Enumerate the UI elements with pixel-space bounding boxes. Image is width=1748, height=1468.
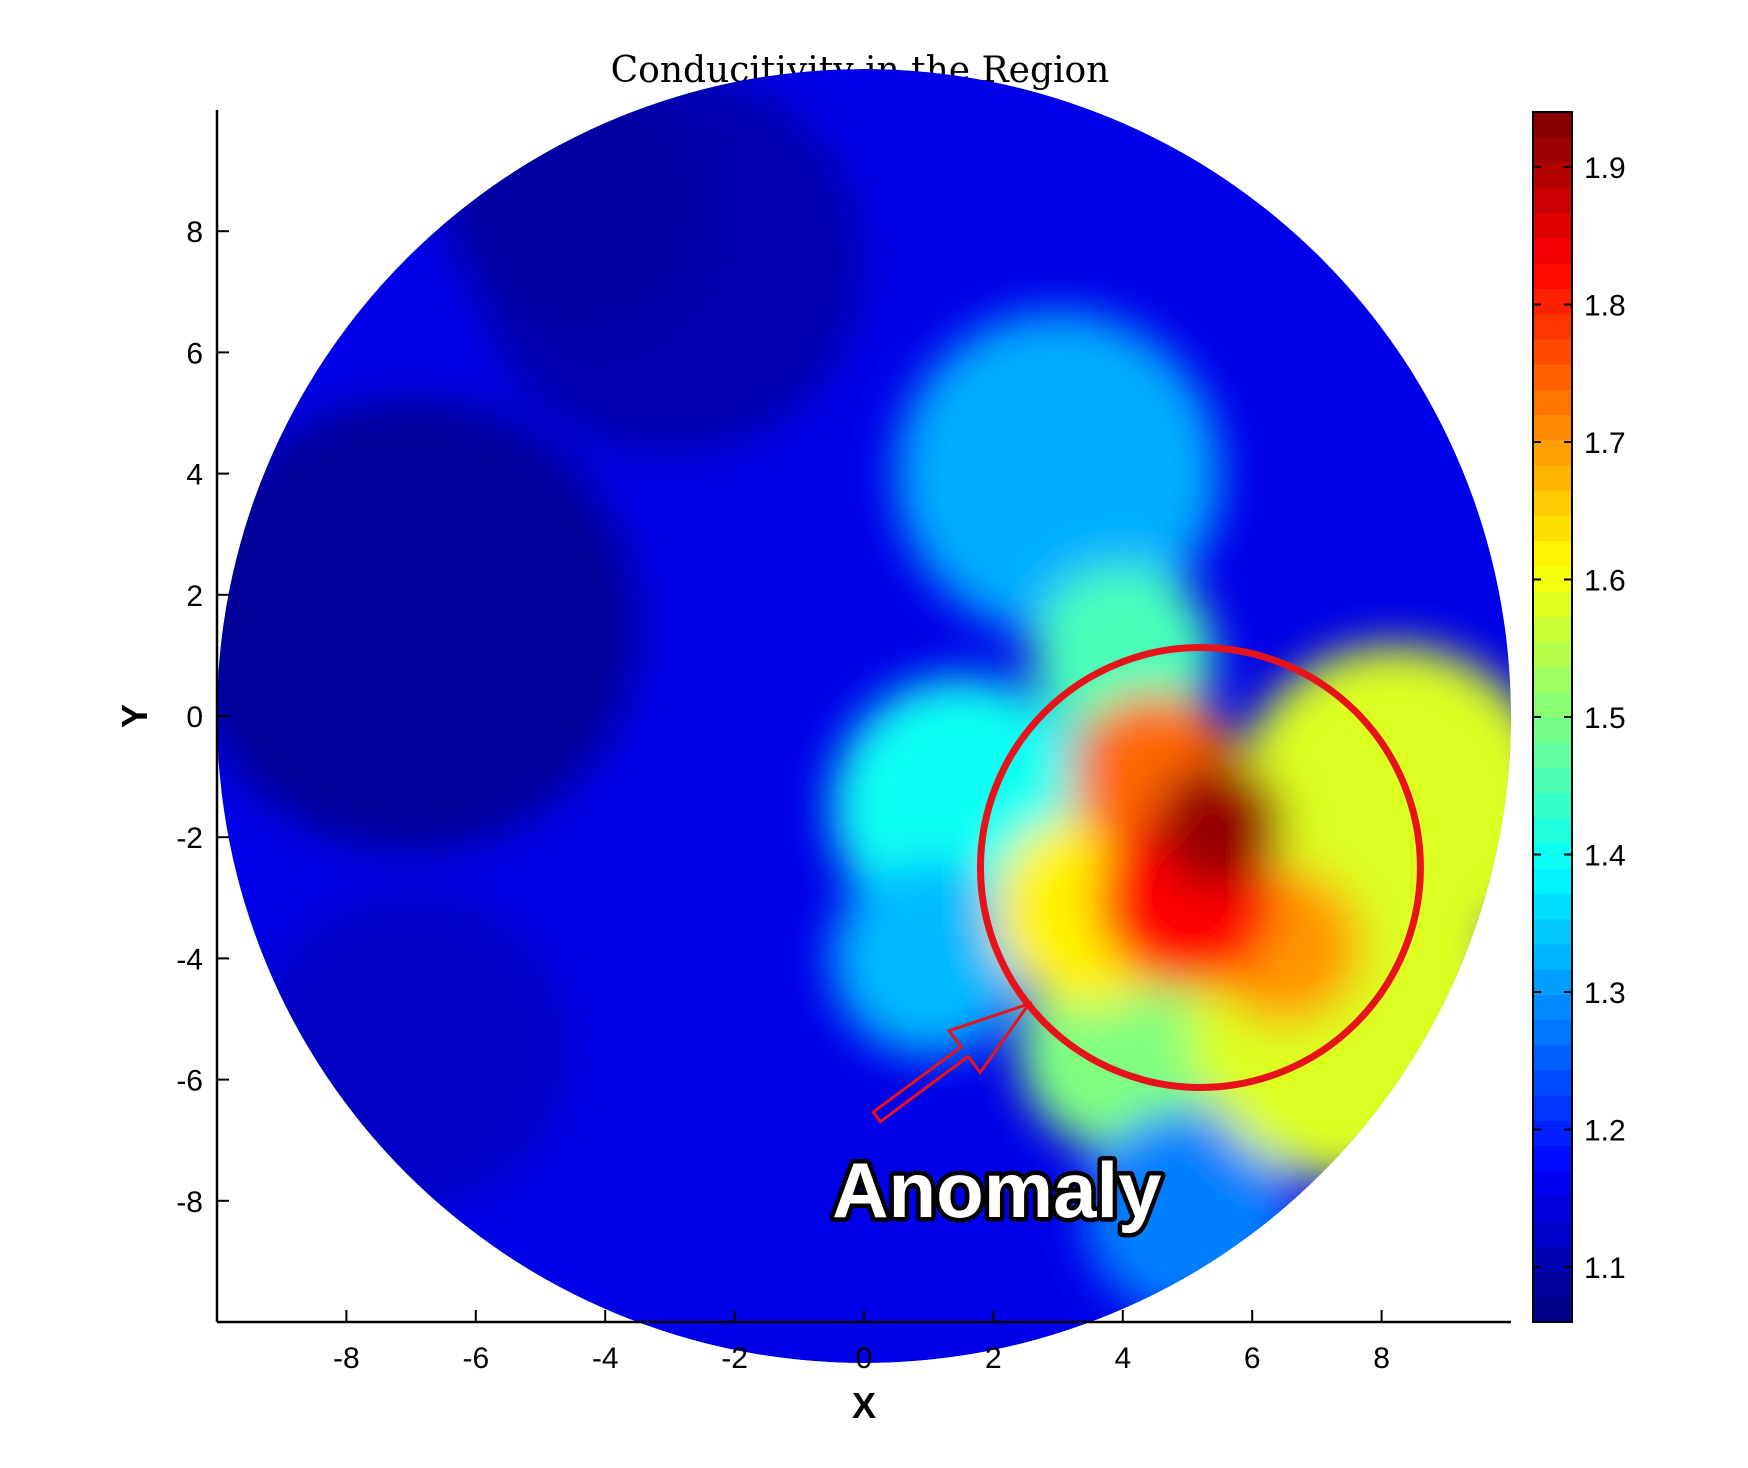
x-tick-label: 4 — [1114, 1342, 1131, 1375]
colorbar-tick-label: 1.7 — [1584, 427, 1626, 460]
x-tick-label: 0 — [856, 1342, 873, 1375]
colorbar-band — [1533, 1296, 1572, 1323]
colorbar-tick-label: 1.6 — [1584, 565, 1626, 598]
colorbar-band — [1533, 742, 1572, 769]
colorbar-band — [1533, 1170, 1572, 1197]
colorbar-band — [1533, 717, 1572, 743]
colorbar-tick-label: 1.1 — [1584, 1252, 1626, 1285]
colorbar-band — [1533, 1019, 1572, 1046]
colorbar-band — [1533, 439, 1572, 466]
colorbar-band — [1533, 414, 1572, 441]
colorbar-band — [1533, 616, 1572, 642]
colorbar-band — [1533, 918, 1572, 945]
colorbar-tick-label: 1.2 — [1584, 1115, 1626, 1148]
colorbar-band — [1533, 691, 1572, 718]
colorbar-band — [1533, 364, 1572, 390]
y-tick-label: -2 — [176, 822, 203, 855]
y-tick-label: 4 — [186, 459, 203, 492]
colorbar-band — [1533, 893, 1572, 920]
colorbar-band — [1533, 288, 1572, 315]
colorbar-band — [1533, 767, 1572, 794]
conductivity-region-16 — [1155, 760, 1285, 890]
anomaly-arrow — [871, 1001, 1033, 1124]
plot-axes: -8 -6 -4 -2 0 2 4 6 8 -8 -6 -4 -2 0 2 4 6 8 — [176, 110, 1511, 1375]
y-tick-label: 0 — [186, 701, 203, 734]
colorbar-band — [1533, 817, 1572, 844]
anomaly-annotation: Anomaly — [828, 644, 1424, 1238]
conductivity-region-3 — [443, 71, 703, 331]
y-tick-label: -4 — [176, 943, 203, 976]
colorbar-band — [1533, 338, 1572, 365]
y-tick-label: -6 — [176, 1065, 203, 1098]
colorbar-band — [1533, 641, 1572, 668]
colorbar-band — [1533, 263, 1572, 290]
colorbar-tick-label: 1.4 — [1584, 840, 1626, 873]
colorbar-band — [1533, 666, 1572, 693]
y-axis-ticks: -8 -6 -4 -2 0 2 4 6 8 — [176, 216, 229, 1219]
x-axis-label: X — [852, 1385, 876, 1426]
colorbar-band — [1533, 868, 1572, 895]
colorbar-bands — [1533, 112, 1572, 1323]
colorbar-band — [1533, 843, 1572, 869]
x-axis-ticks: -8 -6 -4 -2 0 2 4 6 8 — [333, 1310, 1390, 1375]
colorbar-band — [1533, 590, 1572, 617]
y-tick-label: -8 — [176, 1186, 203, 1219]
x-tick-label: -6 — [462, 1342, 489, 1375]
colorbar-band — [1533, 490, 1572, 516]
x-tick-label: 6 — [1244, 1342, 1261, 1375]
colorbar: 1.1 1.2 1.3 1.4 1.5 1.6 1.7 1.8 1.9 — [1532, 111, 1626, 1323]
x-tick-label: 8 — [1373, 1342, 1390, 1375]
colorbar-band — [1533, 1271, 1572, 1298]
colorbar-band — [1533, 187, 1572, 214]
colorbar-band — [1533, 112, 1572, 138]
colorbar-band — [1533, 515, 1572, 542]
colorbar-band — [1533, 212, 1572, 239]
colorbar-band — [1533, 464, 1572, 491]
colorbar-band — [1533, 1195, 1572, 1222]
colorbar-tick-label: 1.3 — [1584, 977, 1626, 1010]
colorbar-band — [1533, 1246, 1572, 1273]
anomaly-label: Anomaly — [832, 1146, 1161, 1234]
conductivity-region-6 — [831, 861, 1026, 1056]
colorbar-band — [1533, 540, 1572, 567]
conductivity-region-0 — [217, 398, 638, 852]
anomaly-circle — [976, 644, 1424, 1091]
x-tick-label: 2 — [985, 1342, 1002, 1375]
x-tick-label: -8 — [333, 1342, 360, 1375]
colorbar-band — [1533, 969, 1572, 995]
conductivity-region-2 — [249, 887, 573, 1212]
colorbar-band — [1533, 137, 1572, 164]
colorbar-band — [1533, 1095, 1572, 1121]
conductivity-region-4 — [896, 311, 1220, 636]
x-tick-label: -2 — [721, 1342, 748, 1375]
x-tick-label: -4 — [592, 1342, 619, 1375]
y-tick-label: 2 — [186, 580, 203, 613]
colorbar-band — [1533, 1069, 1572, 1096]
colorbar-tick-label: 1.8 — [1584, 290, 1626, 323]
colorbar-band — [1533, 792, 1572, 819]
y-tick-label: 8 — [186, 216, 203, 249]
colorbar-tick-label: 1.5 — [1584, 702, 1626, 735]
colorbar-ticks: 1.1 1.2 1.3 1.4 1.5 1.6 1.7 1.8 1.9 — [1533, 152, 1626, 1285]
colorbar-band — [1533, 313, 1572, 340]
colorbar-band — [1533, 1145, 1572, 1172]
colorbar-band — [1533, 1044, 1572, 1071]
colorbar-band — [1533, 389, 1572, 416]
colorbar-band — [1533, 994, 1572, 1021]
colorbar-tick-label: 1.9 — [1584, 152, 1626, 185]
y-tick-label: 6 — [186, 337, 203, 370]
colorbar-band — [1533, 1221, 1572, 1247]
colorbar-band — [1533, 943, 1572, 970]
y-axis-label: Y — [114, 704, 155, 728]
colorbar-band — [1533, 238, 1572, 264]
colorbar-band — [1533, 1120, 1572, 1147]
